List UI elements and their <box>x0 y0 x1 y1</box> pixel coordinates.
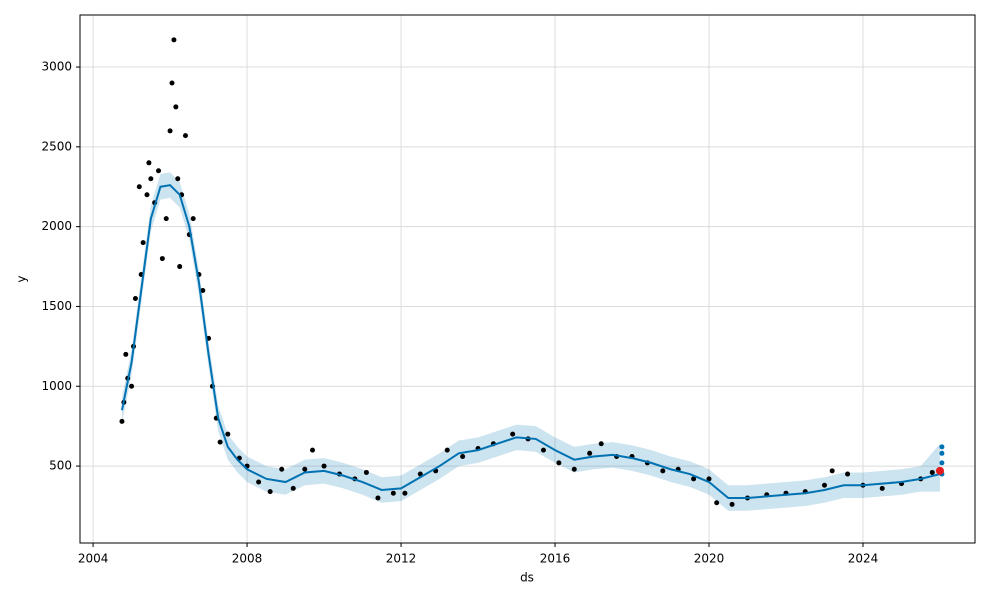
data-point <box>310 447 316 453</box>
data-point <box>123 351 129 357</box>
data-point <box>929 469 935 475</box>
data-point <box>256 479 262 485</box>
data-point <box>279 466 285 472</box>
plot-area <box>80 15 975 543</box>
data-point <box>156 168 162 174</box>
y-tick-label: 2500 <box>41 139 72 153</box>
data-point <box>660 468 666 474</box>
data-point <box>879 485 885 491</box>
data-point <box>217 439 223 445</box>
data-point <box>714 500 720 506</box>
data-point <box>321 463 327 469</box>
data-point <box>200 287 206 293</box>
data-point <box>444 447 450 453</box>
data-point <box>587 450 593 456</box>
data-point <box>159 256 165 262</box>
data-point <box>146 160 152 166</box>
data-point <box>829 468 835 474</box>
last-point <box>935 466 944 475</box>
x-tick-label: 2016 <box>540 552 571 566</box>
y-tick-label: 1500 <box>41 299 72 313</box>
y-tick-label: 500 <box>49 459 72 473</box>
data-point <box>375 495 381 501</box>
data-point <box>706 476 712 482</box>
y-tick-label: 3000 <box>41 60 72 74</box>
data-point <box>598 441 604 447</box>
data-point <box>175 176 181 182</box>
data-point <box>939 460 945 466</box>
data-point <box>136 184 142 190</box>
data-point <box>167 128 173 134</box>
data-point <box>540 447 546 453</box>
data-point <box>190 216 196 222</box>
x-tick-label: 2004 <box>78 552 109 566</box>
x-axis-label: ds <box>520 571 534 585</box>
data-point <box>182 133 188 139</box>
data-point <box>148 176 154 182</box>
data-point <box>821 482 827 488</box>
data-point <box>302 466 308 472</box>
data-point <box>363 469 369 475</box>
forecast-line <box>120 184 941 499</box>
x-tick-label: 2020 <box>694 552 725 566</box>
y-axis-label: y <box>15 275 29 282</box>
data-point <box>939 450 945 456</box>
data-point <box>402 490 408 496</box>
data-point <box>171 37 177 43</box>
data-point <box>225 431 231 437</box>
data-point <box>163 216 169 222</box>
data-point <box>129 383 135 389</box>
data-point <box>140 240 146 246</box>
plot-frame <box>79 14 976 544</box>
y-tick-label: 1000 <box>41 379 72 393</box>
x-tick-label: 2008 <box>232 552 263 566</box>
data-point <box>119 418 125 424</box>
data-point <box>510 431 516 437</box>
data-point <box>571 466 577 472</box>
data-point <box>845 471 851 477</box>
data-point <box>267 489 273 495</box>
data-point <box>144 192 150 198</box>
data-point <box>169 80 175 86</box>
data-point <box>417 471 423 477</box>
data-point <box>939 444 945 450</box>
data-point <box>691 476 697 482</box>
data-point <box>173 104 179 110</box>
data-point <box>460 453 466 459</box>
data-point <box>177 264 183 270</box>
data-point <box>729 501 735 507</box>
data-point <box>290 485 296 491</box>
x-tick-label: 2024 <box>848 552 879 566</box>
x-tick-label: 2012 <box>386 552 417 566</box>
data-point <box>390 490 396 496</box>
y-tick-label: 2000 <box>41 219 72 233</box>
data-point <box>132 295 138 301</box>
uncertainty-band <box>121 172 940 511</box>
data-point <box>556 460 562 466</box>
